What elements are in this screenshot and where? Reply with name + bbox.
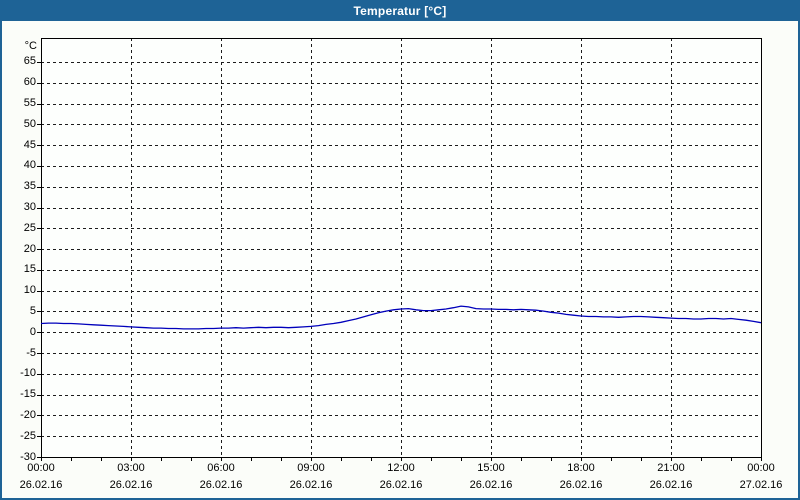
y-axis-tick-label: 30 — [23, 201, 36, 214]
window-title: Temperatur [°C] — [353, 3, 447, 18]
y-axis-tick-label: 45 — [23, 138, 36, 151]
y-axis-tick-label: 5 — [29, 304, 36, 317]
y-axis-tick-label: 50 — [23, 117, 36, 130]
x-axis-time-label: 00:00 — [747, 462, 775, 474]
window-titlebar[interactable]: Temperatur [°C] — [0, 0, 800, 21]
x-axis-date-label: 26.02.16 — [289, 479, 333, 491]
y-axis-tick-label: -25 — [20, 429, 36, 442]
y-axis-tick-label: 20 — [23, 242, 36, 255]
x-axis-date-label: 26.02.16 — [559, 479, 603, 491]
y-axis-tick-label: -30 — [20, 450, 36, 463]
y-axis-tick-label: 60 — [23, 76, 36, 89]
x-axis-date-label: 26.02.16 — [109, 479, 153, 491]
y-axis-tick-label: 40 — [23, 159, 36, 172]
y-axis-tick-label: -20 — [20, 408, 36, 421]
y-axis-tick-label: 35 — [23, 180, 36, 193]
y-axis-unit-label: °C — [24, 40, 37, 52]
x-axis-date-label: 26.02.16 — [19, 479, 63, 491]
y-axis-tick-label: 55 — [23, 97, 36, 110]
y-axis-tick-label: 10 — [23, 284, 36, 297]
x-axis-date-label: 26.02.16 — [469, 479, 513, 491]
y-axis-tick-label: 0 — [29, 325, 36, 338]
x-axis-time-label: 09:00 — [297, 462, 325, 474]
x-axis-time-label: 06:00 — [207, 462, 235, 474]
series-line-temperatur — [40, 305, 762, 330]
x-axis-time-label: 00:00 — [27, 462, 55, 474]
y-axis-tick-label: 65 — [23, 55, 36, 68]
x-axis-date-label: 27.02.16 — [739, 479, 783, 491]
y-axis-tick-label: -15 — [20, 388, 36, 401]
y-axis-tick-label: 25 — [23, 221, 36, 234]
x-axis-time-label: 12:00 — [387, 462, 415, 474]
x-axis-time-label: 15:00 — [477, 462, 505, 474]
x-axis-date-label: 26.02.16 — [379, 479, 423, 491]
x-axis-date-label: 26.02.16 — [199, 479, 243, 491]
y-axis-tick-label: -5 — [26, 346, 36, 359]
x-axis-time-label: 18:00 — [567, 462, 595, 474]
gridlines-group — [41, 38, 761, 457]
x-axis-time-label: 21:00 — [657, 462, 685, 474]
x-axis-time-label: 03:00 — [117, 462, 145, 474]
y-axis-tick-label: 15 — [23, 263, 36, 276]
x-axis-date-label: 26.02.16 — [649, 479, 693, 491]
plot-frame — [41, 38, 762, 458]
y-axis-tick-label: -10 — [20, 367, 36, 380]
